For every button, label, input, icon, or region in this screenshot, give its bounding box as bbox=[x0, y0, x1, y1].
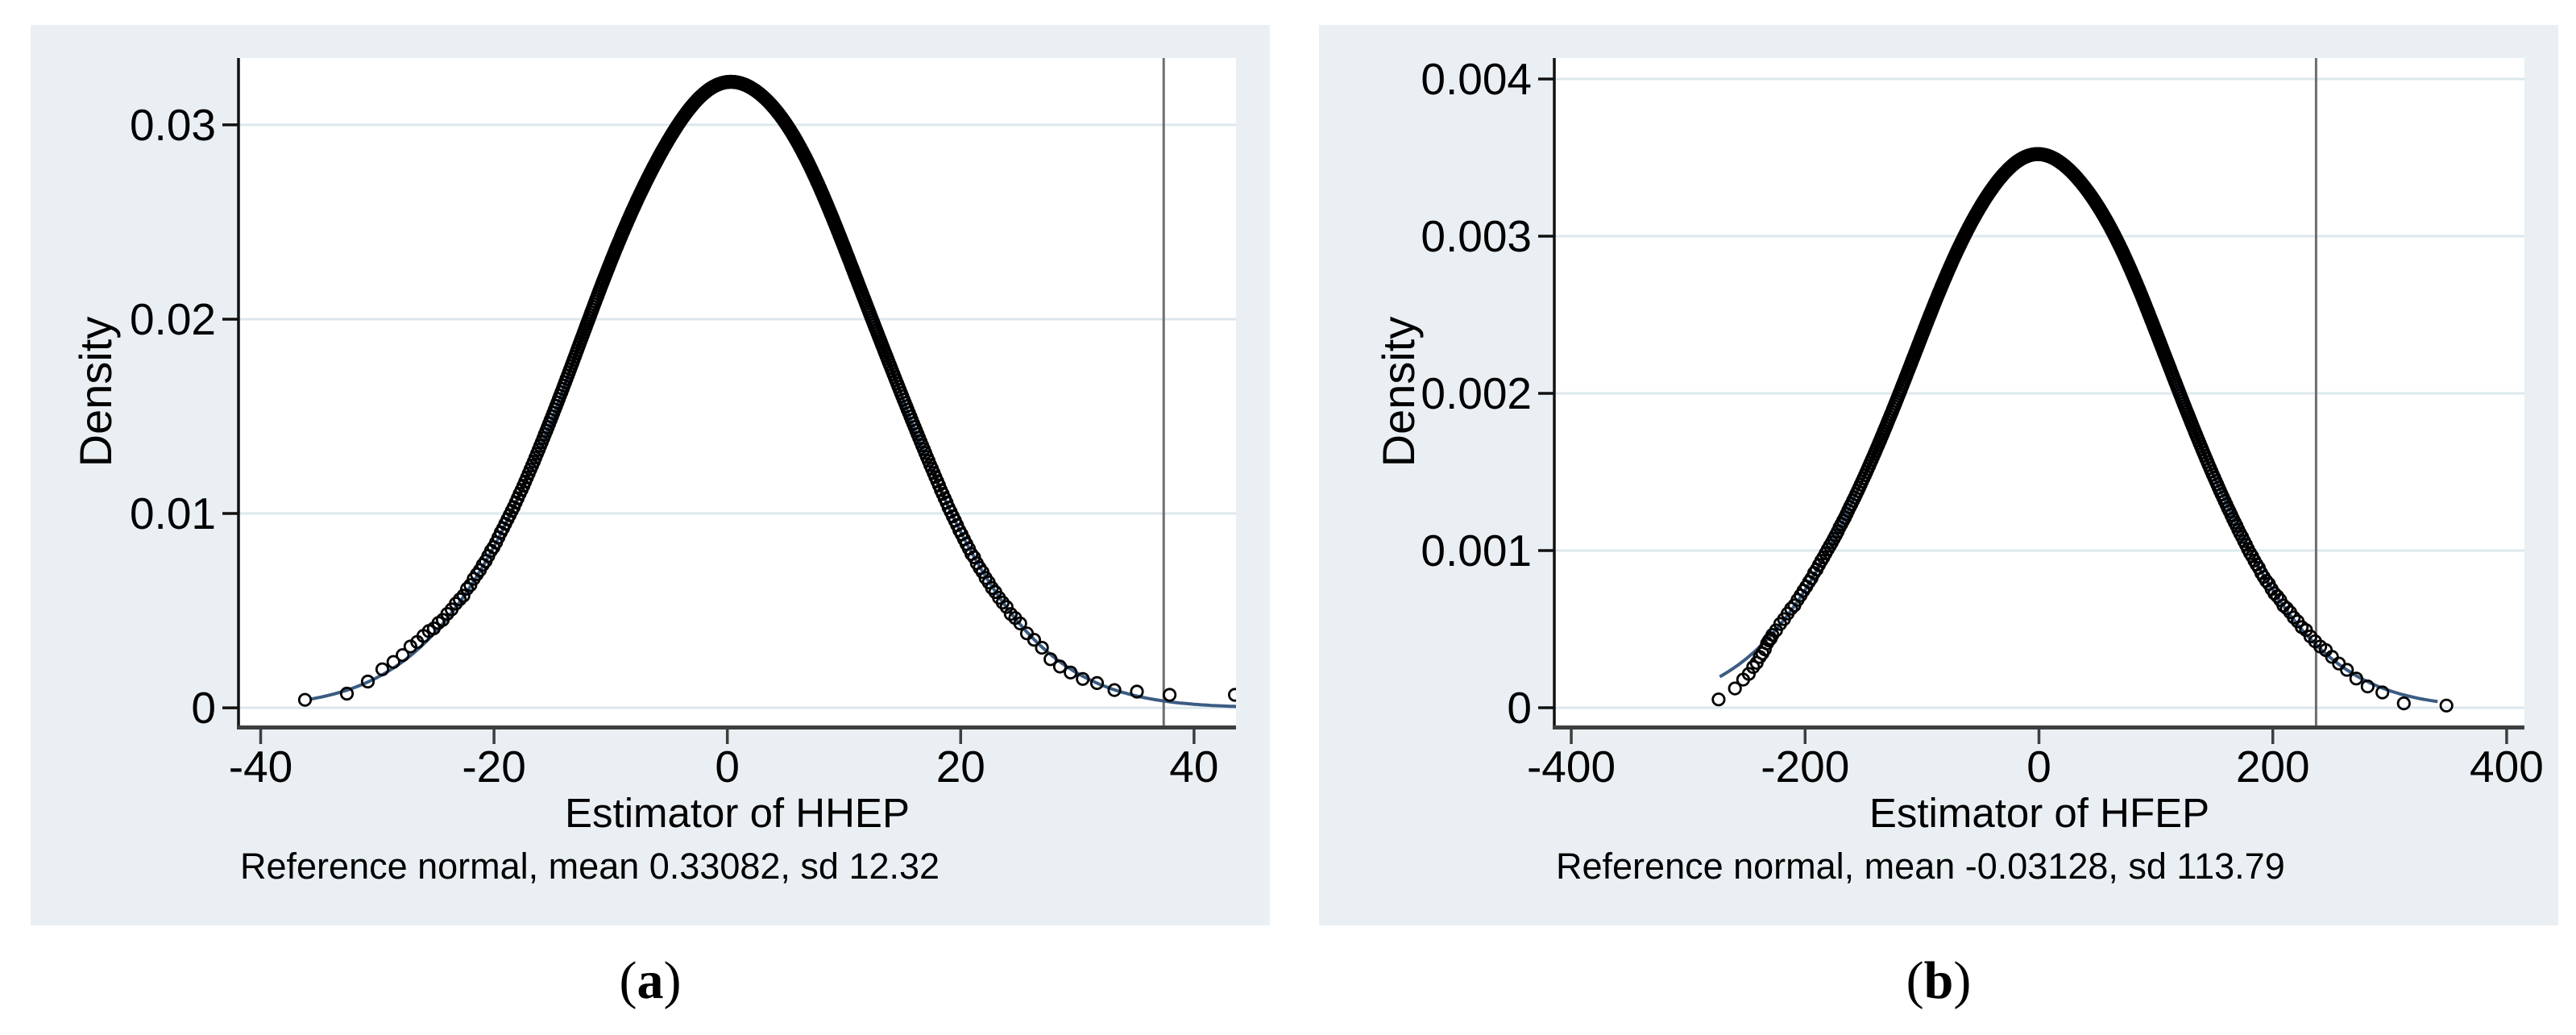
density-dot bbox=[1711, 692, 1726, 707]
x-axis-title: Estimator of HFEP bbox=[1869, 790, 2209, 836]
y-tick-label: 0.002 bbox=[1421, 368, 1532, 418]
density-dot bbox=[1163, 688, 1177, 702]
x-tick-label: -20 bbox=[462, 742, 526, 792]
density-dot bbox=[1228, 688, 1236, 702]
caption-b-letter: b bbox=[1923, 951, 1954, 1010]
density-dot bbox=[2349, 671, 2363, 686]
density-dot bbox=[999, 600, 1014, 614]
density-dot bbox=[452, 592, 467, 607]
y-axis-title: Density bbox=[70, 317, 121, 468]
plot-region bbox=[1554, 58, 2524, 725]
density-dot-series bbox=[297, 74, 1236, 707]
density-dot bbox=[1107, 683, 1122, 697]
x-tick-label: 400 bbox=[2470, 742, 2544, 792]
density-dot bbox=[1064, 665, 1078, 680]
y-tick-label: 0.004 bbox=[1421, 54, 1532, 104]
density-dot bbox=[2279, 601, 2294, 616]
density-dot bbox=[1728, 681, 1742, 696]
y-tick-label: 0 bbox=[191, 683, 216, 733]
x-tick-label: 0 bbox=[715, 742, 740, 792]
reference-normal-note: Reference normal, mean -0.03128, sd 113.… bbox=[1556, 846, 2285, 887]
plot-region bbox=[239, 58, 1236, 725]
x-tick-label: -200 bbox=[1761, 742, 1849, 792]
density-dot bbox=[1027, 633, 1042, 647]
caption-b-open-paren: ( bbox=[1906, 951, 1924, 1010]
x-tick-label: 20 bbox=[936, 742, 985, 792]
caption-b-close-paren: ) bbox=[1953, 951, 1972, 1010]
x-axis-title: Estimator of HHEP bbox=[565, 790, 910, 836]
density-dot bbox=[396, 648, 410, 663]
y-tick-label: 0.02 bbox=[130, 294, 216, 344]
density-dot bbox=[1076, 671, 1090, 686]
density-dot bbox=[1052, 659, 1068, 674]
caption-a-close-paren: ) bbox=[663, 951, 682, 1010]
caption-a-open-paren: ( bbox=[619, 951, 637, 1010]
density-dot bbox=[2360, 679, 2375, 694]
x-tick-label: 0 bbox=[2026, 742, 2051, 792]
caption-a-letter: a bbox=[637, 951, 664, 1010]
density-dot bbox=[386, 655, 400, 669]
density-dot bbox=[449, 596, 463, 611]
y-tick-label: 0.03 bbox=[130, 100, 216, 150]
y-tick-label: 0.003 bbox=[1421, 211, 1532, 261]
x-tick-label: 200 bbox=[2236, 742, 2310, 792]
panel-a-block: 0 0.01 0.02 0.03 -40 -20 0 20 40 Estimator of HHE… bbox=[31, 25, 1270, 1008]
density-dot-series bbox=[1711, 147, 2454, 713]
density-dot bbox=[375, 662, 390, 676]
density-dot bbox=[2287, 610, 2301, 625]
density-dot bbox=[1741, 667, 1757, 681]
density-dot bbox=[360, 674, 375, 689]
density-dot bbox=[1089, 675, 1105, 691]
caption-a: (a) bbox=[31, 954, 1270, 1008]
density-dot bbox=[1013, 616, 1027, 631]
caption-b: (b) bbox=[1319, 954, 2558, 1008]
y-tick-label: 0 bbox=[1507, 683, 1532, 733]
x-tick-label: 40 bbox=[1169, 742, 1218, 792]
y-tick-label: 0.001 bbox=[1421, 526, 1532, 576]
panel-b-block: 0 0.001 0.002 0.003 0.004 -400 -200 0 200 400 Esti… bbox=[1319, 25, 2558, 1008]
density-dot bbox=[2396, 696, 2411, 711]
density-dot bbox=[1035, 640, 1049, 655]
y-tick-label: 0.01 bbox=[130, 488, 216, 538]
density-dot bbox=[456, 588, 471, 603]
density-dot bbox=[1130, 684, 1144, 699]
y-axis-title: Density bbox=[1373, 317, 1424, 468]
x-tick-label: -40 bbox=[229, 742, 293, 792]
density-dot bbox=[2375, 685, 2390, 700]
density-dot bbox=[1784, 601, 1798, 616]
reference-normal-note: Reference normal, mean 0.33082, sd 12.32 bbox=[240, 846, 940, 887]
density-dot bbox=[297, 692, 313, 707]
figure-row: 0 0.01 0.02 0.03 -40 -20 0 20 40 Estimator of HHE… bbox=[31, 25, 2558, 1008]
density-plot-hfep: 0 0.001 0.002 0.003 0.004 -400 -200 0 200 400 Esti… bbox=[1319, 25, 2558, 925]
density-dot bbox=[339, 686, 355, 701]
density-dot bbox=[459, 581, 475, 596]
density-dot bbox=[2340, 663, 2354, 677]
x-tick-label: -400 bbox=[1527, 742, 1616, 792]
density-plot-hhep: 0 0.01 0.02 0.03 -40 -20 0 20 40 Estimator of HHE… bbox=[31, 25, 1270, 925]
density-dot bbox=[1043, 652, 1058, 667]
density-dot bbox=[2439, 698, 2454, 713]
